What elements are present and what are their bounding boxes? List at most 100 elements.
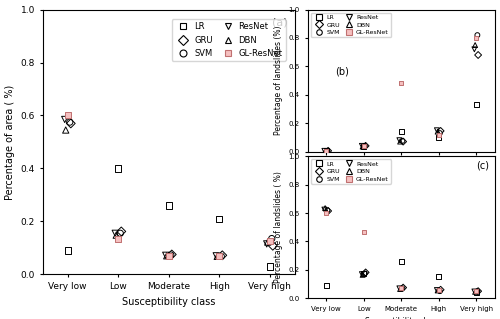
Point <box>474 52 482 57</box>
Point <box>358 272 366 278</box>
Point <box>266 239 274 244</box>
Point <box>64 113 72 118</box>
Point <box>264 240 272 245</box>
Point <box>435 135 443 140</box>
Point <box>436 287 444 292</box>
X-axis label: Susceptibility class: Susceptibility class <box>122 297 216 307</box>
Point <box>360 144 368 149</box>
Point <box>434 288 442 293</box>
Point <box>396 286 404 291</box>
Point <box>218 253 226 258</box>
Point <box>321 148 329 153</box>
Point <box>320 148 328 153</box>
Point <box>436 130 444 136</box>
Point <box>165 254 173 259</box>
Point <box>212 253 220 258</box>
Point <box>399 285 407 290</box>
Point <box>474 289 482 294</box>
Point <box>474 33 482 38</box>
Point <box>361 143 369 148</box>
Point <box>397 285 405 290</box>
Point <box>67 121 75 126</box>
Point <box>474 289 482 294</box>
Point <box>470 47 478 52</box>
Point <box>399 139 407 144</box>
Point <box>322 148 330 153</box>
Point <box>361 271 369 276</box>
Point <box>472 289 480 294</box>
Point <box>435 133 443 138</box>
Point <box>435 288 443 293</box>
Point <box>470 289 478 294</box>
Point <box>397 81 405 86</box>
Point <box>321 205 329 211</box>
Point <box>358 144 366 149</box>
Point <box>322 148 330 153</box>
Point <box>433 287 441 293</box>
Point <box>472 102 480 107</box>
Point <box>324 148 332 153</box>
Point <box>64 248 72 253</box>
Point <box>472 290 480 295</box>
Point <box>397 259 405 264</box>
Point <box>118 229 126 234</box>
Point <box>362 143 370 148</box>
Point <box>116 231 124 236</box>
Point <box>435 274 443 279</box>
Text: (a): (a) <box>272 18 287 27</box>
Point <box>324 148 332 153</box>
Point <box>114 236 122 241</box>
Point <box>269 243 277 248</box>
Point <box>471 289 479 294</box>
Point <box>62 128 70 133</box>
Point <box>358 143 366 148</box>
Point <box>111 231 119 236</box>
Point <box>162 253 170 258</box>
Legend: LR, GRU, SVM, ResNet, DBN, GL-ResNet: LR, GRU, SVM, ResNet, DBN, GL-ResNet <box>310 160 391 184</box>
Point <box>397 129 405 134</box>
X-axis label: Susceptibility class: Susceptibility class <box>364 317 438 319</box>
Y-axis label: Percentage of area ( %): Percentage of area ( %) <box>5 84 15 200</box>
Point <box>266 264 274 269</box>
Point <box>360 143 368 148</box>
Point <box>218 254 226 259</box>
Point <box>215 216 223 221</box>
Text: (b): (b) <box>336 66 349 76</box>
Text: (c): (c) <box>476 160 490 171</box>
Point <box>398 138 406 144</box>
Legend: LR, GRU, SVM, ResNet, DBN, GL-ResNet: LR, GRU, SVM, ResNet, DBN, GL-ResNet <box>310 13 391 37</box>
Point <box>358 271 366 277</box>
Point <box>436 289 444 294</box>
Y-axis label: Percentage of landslides ( %): Percentage of landslides ( %) <box>274 171 283 283</box>
Y-axis label: Percentage of landslides (%): Percentage of landslides (%) <box>274 26 283 135</box>
Point <box>436 128 444 133</box>
Point <box>165 203 173 208</box>
Point <box>360 229 368 234</box>
Point <box>215 254 223 259</box>
Legend: LR, GRU, SVM, ResNet, DBN, GL-ResNet: LR, GRU, SVM, ResNet, DBN, GL-ResNet <box>172 19 286 61</box>
Point <box>360 271 368 276</box>
Point <box>268 236 276 241</box>
Point <box>168 252 176 257</box>
Point <box>324 208 332 213</box>
Point <box>66 120 74 125</box>
Point <box>162 253 170 258</box>
Point <box>322 283 330 288</box>
Point <box>396 286 404 292</box>
Point <box>433 128 441 133</box>
Point <box>322 211 330 216</box>
Point <box>262 241 270 247</box>
Point <box>324 208 332 213</box>
Point <box>398 286 406 291</box>
Point <box>472 35 480 41</box>
Point <box>60 117 68 122</box>
X-axis label: Susceptibility class: Susceptibility class <box>364 171 438 180</box>
Point <box>396 139 404 144</box>
Point <box>362 270 370 275</box>
Point <box>396 137 404 143</box>
Point <box>471 42 479 48</box>
Point <box>167 252 175 257</box>
Point <box>434 129 442 134</box>
Point <box>114 166 122 171</box>
Point <box>320 207 328 212</box>
